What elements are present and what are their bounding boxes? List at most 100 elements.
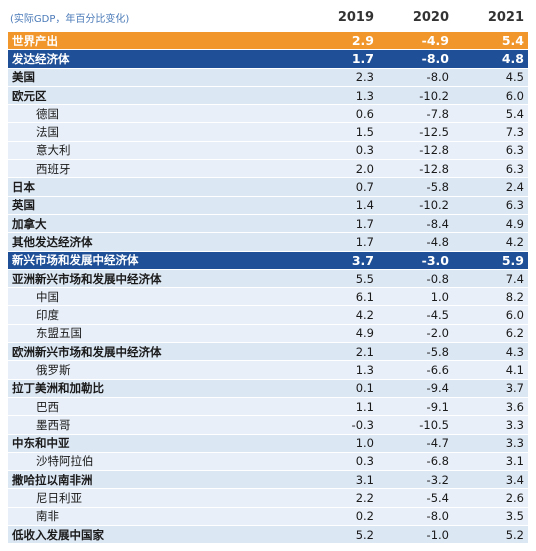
table-row: 发达经济体 1.7 -8.0 4.8 — [8, 50, 528, 69]
cell-value: 2.3 — [355, 70, 374, 85]
cell-value: -4.9 — [421, 33, 449, 49]
row-label: 欧元区 — [12, 88, 47, 103]
cell-value: 1.4 — [355, 198, 374, 213]
cell-value: -9.4 — [426, 381, 449, 396]
cell-value: 2.2 — [355, 491, 374, 506]
cell-value: 0.7 — [355, 180, 374, 195]
row-label: 拉丁美洲和加勒比 — [12, 381, 104, 396]
cell-value: -1.0 — [426, 527, 449, 542]
cell-value: 3.4 — [505, 472, 524, 487]
cell-value: -3.0 — [421, 252, 449, 268]
cell-value: 1.7 — [355, 216, 374, 231]
cell-value: -6.6 — [426, 362, 449, 377]
cell-value: -4.5 — [426, 308, 449, 323]
cell-value: 8.2 — [505, 289, 524, 304]
table-row: 墨西哥 -0.3 -10.5 3.3 — [8, 416, 528, 435]
cell-value: 5.4 — [505, 106, 524, 121]
cell-value: 0.2 — [355, 509, 374, 524]
cell-value: -5.4 — [426, 491, 449, 506]
cell-value: 3.1 — [505, 454, 524, 469]
cell-value: -10.2 — [419, 198, 449, 213]
table-row: 欧洲新兴市场和发展中经济体 2.1 -5.8 4.3 — [8, 343, 528, 362]
table-row: 低收入发展中国家 5.2 -1.0 5.2 — [8, 526, 528, 545]
table-row: 南非 0.2 -8.0 3.5 — [8, 507, 528, 527]
cell-value: 5.2 — [505, 527, 524, 542]
row-label: 俄罗斯 — [36, 362, 71, 377]
cell-value: 0.6 — [355, 106, 374, 121]
cell-value: 0.1 — [355, 381, 374, 396]
cell-value: 4.8 — [501, 51, 524, 67]
cell-value: 5.2 — [355, 527, 374, 542]
cell-value: 6.3 — [505, 143, 524, 158]
row-label: 印度 — [36, 308, 59, 323]
row-label: 日本 — [12, 180, 35, 195]
cell-value: 2.4 — [505, 180, 524, 195]
cell-value: 1.7 — [351, 51, 374, 67]
row-label: 南非 — [36, 509, 59, 524]
row-label: 英国 — [12, 198, 35, 213]
table-row: 沙特阿拉伯 0.3 -6.8 3.1 — [8, 452, 528, 472]
table-row: 拉丁美洲和加勒比 0.1 -9.4 3.7 — [8, 379, 528, 398]
cell-value: -10.5 — [419, 417, 449, 432]
table-row: 英国 1.4 -10.2 6.3 — [8, 196, 528, 215]
row-label: 法国 — [36, 125, 59, 140]
table-row: 撒哈拉以南非洲 3.1 -3.2 3.4 — [8, 471, 528, 490]
cell-value: 4.9 — [355, 326, 374, 341]
row-label: 沙特阿拉伯 — [36, 454, 94, 469]
table-row: 欧元区 1.3 -10.2 6.0 — [8, 86, 528, 106]
cell-value: -3.2 — [426, 472, 449, 487]
row-label: 其他发达经济体 — [12, 234, 93, 249]
cell-value: 5.5 — [355, 271, 374, 286]
table-row: 法国 1.5 -12.5 7.3 — [8, 123, 528, 142]
table: (实际GDP，年百分比变化) 2019 2020 2021 世界产出 2.9 -4.9 5… — [8, 2, 528, 547]
cell-value: 1.0 — [430, 289, 449, 304]
table-row: 巴西 1.1 -9.1 3.6 — [8, 397, 528, 417]
table-row: 意大利 0.3 -12.8 6.3 — [8, 141, 528, 161]
cell-value: -8.0 — [421, 51, 449, 67]
cell-value: 3.7 — [351, 252, 374, 268]
row-label: 世界产出 — [12, 33, 58, 48]
table-row: 世界产出 2.9 -4.9 5.4 — [8, 32, 528, 51]
cell-value: 4.5 — [505, 70, 524, 85]
cell-value: 0.3 — [355, 143, 374, 158]
cell-value: 2.0 — [355, 161, 374, 176]
cell-value: 2.6 — [505, 491, 524, 506]
cell-value: 3.3 — [505, 417, 524, 432]
row-label: 墨西哥 — [36, 417, 71, 432]
cell-value: -9.1 — [426, 399, 449, 414]
table-row: 中东和中亚 1.0 -4.7 3.3 — [8, 434, 528, 453]
row-label: 中国 — [36, 289, 59, 304]
cell-value: 1.1 — [355, 399, 374, 414]
cell-value: 0.3 — [355, 454, 374, 469]
column-header: 2019 — [337, 9, 374, 25]
cell-value: 7.4 — [505, 271, 524, 286]
cell-value: -6.8 — [426, 454, 449, 469]
table-row: 尼日利亚 2.2 -5.4 2.6 — [8, 489, 528, 508]
table-row: 加拿大 1.7 -8.4 4.9 — [8, 214, 528, 234]
cell-value: 4.1 — [505, 362, 524, 377]
table-header: (实际GDP，年百分比变化) 2019 2020 2021 — [8, 2, 528, 32]
row-label: 加拿大 — [12, 216, 47, 231]
table-row: 亚洲新兴市场和发展中经济体 5.5 -0.8 7.4 — [8, 269, 528, 289]
cell-value: 4.2 — [355, 308, 374, 323]
row-label: 撒哈拉以南非洲 — [12, 472, 93, 487]
cell-value: 6.2 — [505, 326, 524, 341]
row-label: 亚洲新兴市场和发展中经济体 — [12, 271, 162, 286]
cell-value: -4.8 — [426, 234, 449, 249]
cell-value: 6.0 — [505, 88, 524, 103]
cell-value: 1.5 — [355, 125, 374, 140]
cell-value: 4.3 — [505, 344, 524, 359]
table-row: 俄罗斯 1.3 -6.6 4.1 — [8, 361, 528, 380]
cell-value: 6.3 — [505, 161, 524, 176]
cell-value: 7.3 — [505, 125, 524, 140]
table-note: (实际GDP，年百分比变化) — [10, 13, 130, 25]
cell-value: 1.0 — [355, 436, 374, 451]
cell-value: 3.3 — [505, 436, 524, 451]
cell-value: 3.6 — [505, 399, 524, 414]
cell-value: -8.0 — [426, 509, 449, 524]
table-row: 中国 6.1 1.0 8.2 — [8, 288, 528, 307]
table-row: 德国 0.6 -7.8 5.4 — [8, 105, 528, 124]
row-label: 德国 — [36, 106, 59, 121]
row-label: 尼日利亚 — [36, 491, 82, 506]
